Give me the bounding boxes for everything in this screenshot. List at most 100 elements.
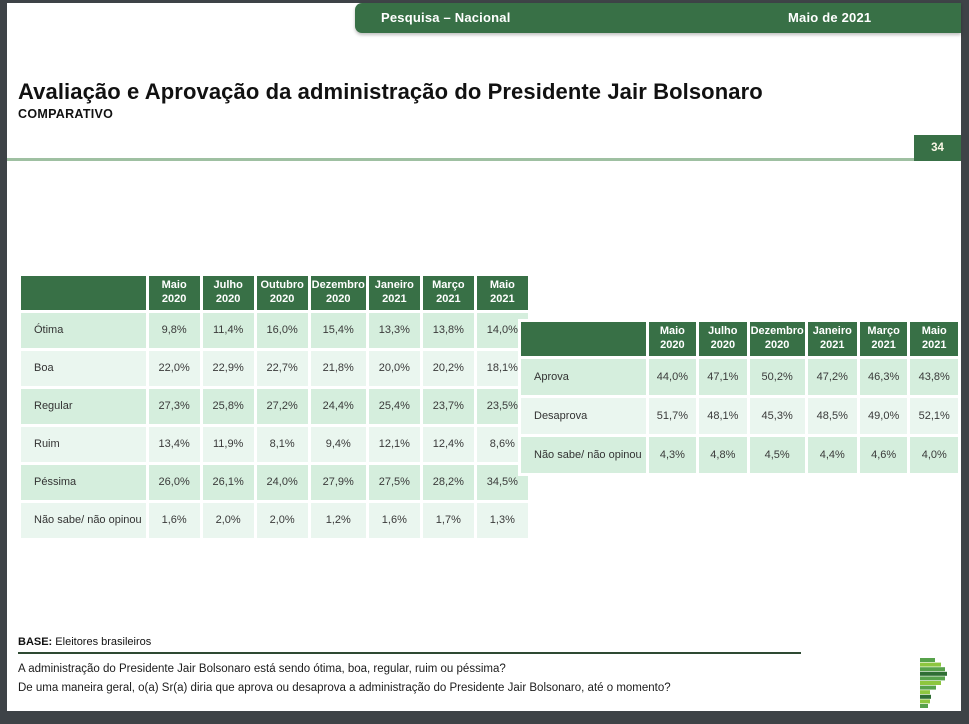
table-row: Regular 27,3% 25,8% 27,2% 24,4% 25,4% 23,7% 23,…	[21, 388, 528, 424]
row-label: Aprova	[521, 358, 646, 395]
value-cell: 27,9%	[310, 464, 366, 500]
value-cell: 2,0%	[256, 502, 308, 538]
row-label: Ruim	[21, 426, 146, 462]
value-cell: 1,6%	[368, 502, 420, 538]
question-1: A administração do Presidente Jair Bolso…	[18, 663, 506, 675]
value-cell: 11,9%	[202, 426, 254, 462]
value-cell: 22,7%	[256, 350, 308, 386]
value-cell: 4,3%	[648, 436, 697, 473]
value-cell: 47,2%	[807, 358, 857, 395]
column-header: Janeiro 2021	[368, 276, 420, 310]
table-row: Aprova 44,0% 47,1% 50,2% 47,2% 46,3% 43,8%	[521, 358, 958, 395]
value-cell: 44,0%	[648, 358, 697, 395]
value-cell: 27,2%	[256, 388, 308, 424]
table-row: Péssima 26,0% 26,1% 24,0% 27,9% 27,5% 28,2% 34,…	[21, 464, 528, 500]
value-cell: 13,4%	[148, 426, 200, 462]
column-header: Julho 2020	[699, 322, 747, 356]
table-row: Não sabe/ não opinou 4,3% 4,8% 4,5% 4,4% 4,6%…	[521, 436, 958, 473]
header-bar: Pesquisa – Nacional Maio de 2021	[355, 3, 961, 33]
base-label: BASE:	[18, 636, 53, 648]
column-header: Maio 2020	[648, 322, 697, 356]
evaluation-table: Maio 2020 Julho 2020 Outubro 2020 Dezembro …	[18, 273, 531, 541]
page-subtitle: COMPARATIVO	[18, 107, 114, 121]
column-header: Maio 2020	[148, 276, 200, 310]
page-title: Avaliação e Aprovação da administração d…	[18, 79, 763, 104]
value-cell: 21,8%	[310, 350, 366, 386]
value-cell: 4,0%	[910, 436, 958, 473]
value-cell: 45,3%	[749, 397, 805, 434]
value-cell: 13,3%	[368, 312, 420, 348]
row-label: Regular	[21, 388, 146, 424]
value-cell: 28,2%	[422, 464, 474, 500]
value-cell: 52,1%	[910, 397, 958, 434]
question-2: De uma maneira geral, o(a) Sr(a) diria q…	[18, 681, 671, 694]
value-cell: 4,4%	[807, 436, 857, 473]
value-cell: 1,3%	[476, 502, 528, 538]
column-header: Janeiro 2021	[807, 322, 857, 356]
column-header: Dezembro 2020	[749, 322, 805, 356]
value-cell: 20,2%	[422, 350, 474, 386]
value-cell: 26,0%	[148, 464, 200, 500]
value-cell: 51,7%	[648, 397, 697, 434]
survey-questions: A administração do Presidente Jair Bolso…	[18, 660, 671, 697]
value-cell: 4,8%	[699, 436, 747, 473]
value-cell: 48,5%	[807, 397, 857, 434]
column-header: Outubro 2020	[256, 276, 308, 310]
base-text: Eleitores brasileiros	[52, 636, 152, 648]
value-cell: 22,9%	[202, 350, 254, 386]
header-right-title: Maio de 2021	[788, 10, 872, 25]
table-row: Não sabe/ não opinou 1,6% 2,0% 2,0% 1,2% 1,6%…	[21, 502, 528, 538]
table-row: Boa 22,0% 22,9% 22,7% 21,8% 20,0% 20,2% 18,1%	[21, 350, 528, 386]
value-cell: 9,8%	[148, 312, 200, 348]
column-header: Julho 2020	[202, 276, 254, 310]
value-cell: 1,7%	[422, 502, 474, 538]
row-label: Ótima	[21, 312, 146, 348]
page-number-badge: 34	[914, 135, 961, 161]
table-row: Ótima 9,8% 11,4% 16,0% 15,4% 13,3% 13,8% 14,0%	[21, 312, 528, 348]
value-cell: 27,5%	[368, 464, 420, 500]
row-label: Boa	[21, 350, 146, 386]
table-row: Desaprova 51,7% 48,1% 45,3% 48,5% 49,0% 52,1%	[521, 397, 958, 434]
value-cell: 34,5%	[476, 464, 528, 500]
value-cell: 26,1%	[202, 464, 254, 500]
value-cell: 2,0%	[202, 502, 254, 538]
row-label: Não sabe/ não opinou	[521, 436, 646, 473]
column-header: Maio 2021	[476, 276, 528, 310]
value-cell: 50,2%	[749, 358, 805, 395]
logo-icon	[920, 658, 947, 708]
approval-table: Maio 2020 Julho 2020 Dezembro 2020 Janeiro …	[518, 319, 961, 476]
row-label: Não sabe/ não opinou	[21, 502, 146, 538]
base-note: BASE: Eleitores brasileiros	[18, 636, 151, 648]
value-cell: 49,0%	[859, 397, 908, 434]
value-cell: 48,1%	[699, 397, 747, 434]
value-cell: 16,0%	[256, 312, 308, 348]
value-cell: 47,1%	[699, 358, 747, 395]
column-header: Março 2021	[859, 322, 908, 356]
row-label: Péssima	[21, 464, 146, 500]
value-cell: 25,4%	[368, 388, 420, 424]
value-cell: 11,4%	[202, 312, 254, 348]
column-header: Maio 2021	[910, 322, 958, 356]
value-cell: 25,8%	[202, 388, 254, 424]
value-cell: 22,0%	[148, 350, 200, 386]
value-cell: 8,1%	[256, 426, 308, 462]
value-cell: 15,4%	[310, 312, 366, 348]
value-cell: 4,5%	[749, 436, 805, 473]
value-cell: 1,6%	[148, 502, 200, 538]
value-cell: 12,4%	[422, 426, 474, 462]
value-cell: 9,4%	[310, 426, 366, 462]
value-cell: 46,3%	[859, 358, 908, 395]
divider-line	[7, 158, 961, 161]
value-cell: 20,0%	[368, 350, 420, 386]
value-cell: 4,6%	[859, 436, 908, 473]
value-cell: 23,7%	[422, 388, 474, 424]
value-cell: 24,0%	[256, 464, 308, 500]
footer-rule	[18, 652, 801, 654]
value-cell: 13,8%	[422, 312, 474, 348]
value-cell: 24,4%	[310, 388, 366, 424]
table-row: Ruim 13,4% 11,9% 8,1% 9,4% 12,1% 12,4% 8,6%	[21, 426, 528, 462]
table-corner-cell	[521, 322, 646, 356]
table-corner-cell	[21, 276, 146, 310]
value-cell: 12,1%	[368, 426, 420, 462]
value-cell: 43,8%	[910, 358, 958, 395]
